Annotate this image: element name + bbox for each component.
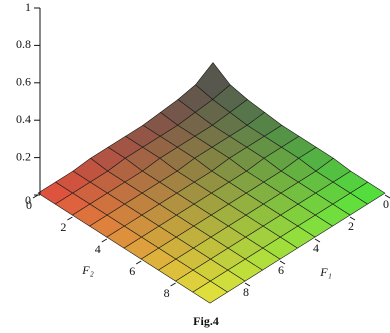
- surface-cell: [192, 280, 229, 304]
- y-tick: [67, 216, 73, 221]
- x-tick: [314, 238, 321, 243]
- y-tick: [135, 260, 142, 265]
- x-tick: [244, 282, 251, 287]
- z-tick-label: 0.2: [16, 149, 31, 163]
- y-tick-label: 4: [95, 242, 101, 256]
- caption: Fig.4: [193, 314, 219, 328]
- y-tick-label: 8: [164, 286, 170, 300]
- x-tick: [349, 216, 356, 221]
- z-tick-label: 0.8: [16, 37, 31, 51]
- z-tick-label: 0.6: [16, 75, 31, 89]
- x-tick-label: 0: [383, 197, 389, 211]
- x-tick-label: 6: [278, 263, 284, 277]
- x-axis-label: F₁: [319, 265, 332, 279]
- surface: [37, 62, 386, 304]
- x-tick: [384, 194, 390, 199]
- x-tick-label: 2: [348, 219, 354, 233]
- y-tick: [170, 282, 176, 287]
- y-tick-label: 6: [129, 264, 135, 278]
- z-tick-label: 0: [25, 193, 31, 207]
- x-tick-label: 4: [313, 241, 319, 255]
- y-axis-label: F₂: [81, 263, 94, 277]
- z-tick-label: 0.4: [16, 112, 31, 126]
- y-tick: [32, 194, 39, 199]
- y-tick-label: 0: [26, 198, 32, 212]
- y-tick: [101, 238, 108, 243]
- x-tick-label: 8: [243, 285, 249, 299]
- z-tick-label: 1: [25, 0, 31, 14]
- y-tick-label: 2: [60, 220, 66, 234]
- x-tick: [279, 260, 286, 265]
